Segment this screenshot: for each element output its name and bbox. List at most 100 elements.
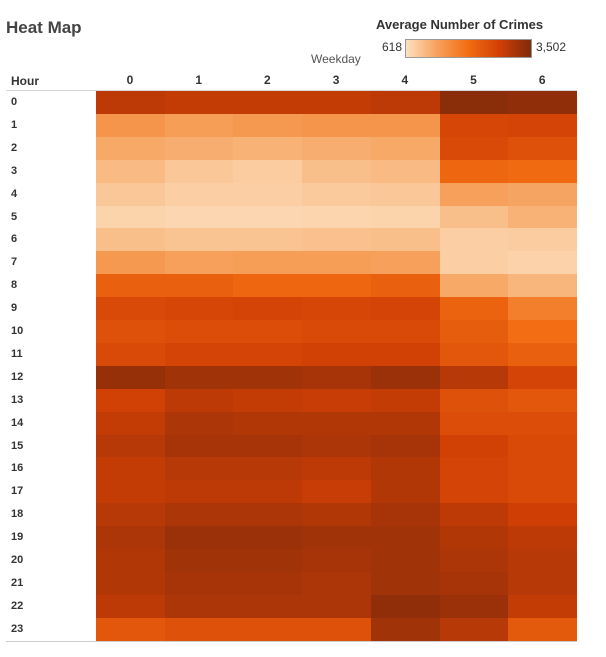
heatmap-cell[interactable] [302, 274, 372, 298]
heatmap-cell[interactable] [164, 297, 234, 321]
heatmap-cell[interactable] [370, 388, 441, 413]
heatmap-cell[interactable] [233, 274, 303, 298]
heatmap-cell[interactable] [96, 388, 166, 413]
heatmap-cell[interactable] [370, 342, 441, 367]
heatmap-cell[interactable] [96, 549, 166, 573]
heatmap-cell[interactable] [508, 457, 578, 481]
heatmap-cell[interactable] [370, 549, 441, 573]
heatmap-cell[interactable] [233, 549, 303, 573]
heatmap-cell[interactable] [233, 388, 303, 413]
heatmap-cell[interactable] [96, 503, 166, 527]
heatmap-cell[interactable] [439, 274, 509, 298]
heatmap-cell[interactable] [370, 571, 441, 596]
heatmap-cell[interactable] [439, 136, 509, 161]
heatmap-cell[interactable] [164, 91, 234, 115]
heatmap-cell[interactable] [96, 136, 166, 161]
heatmap-cell[interactable] [302, 91, 372, 115]
heatmap-cell[interactable] [508, 503, 578, 527]
heatmap-cell[interactable] [96, 411, 166, 436]
heatmap-cell[interactable] [302, 503, 372, 527]
heatmap-cell[interactable] [370, 503, 441, 527]
heatmap-cell[interactable] [439, 365, 509, 390]
heatmap-cell[interactable] [370, 594, 441, 619]
heatmap-cell[interactable] [302, 571, 372, 596]
heatmap-cell[interactable] [370, 136, 441, 161]
heatmap-cell[interactable] [96, 457, 166, 481]
heatmap-cell[interactable] [233, 571, 303, 596]
heatmap-cell[interactable] [439, 228, 509, 252]
heatmap-cell[interactable] [233, 480, 303, 504]
heatmap-cell[interactable] [233, 91, 303, 115]
heatmap-cell[interactable] [370, 182, 441, 207]
heatmap-cell[interactable] [96, 182, 166, 207]
heatmap-cell[interactable] [370, 297, 441, 321]
heatmap-cell[interactable] [96, 205, 166, 229]
heatmap-cell[interactable] [302, 480, 372, 504]
heatmap-cell[interactable] [164, 320, 234, 344]
heatmap-cell[interactable] [370, 274, 441, 298]
heatmap-cell[interactable] [508, 342, 578, 367]
heatmap-cell[interactable] [508, 549, 578, 573]
heatmap-cell[interactable] [164, 182, 234, 207]
heatmap-cell[interactable] [233, 228, 303, 252]
heatmap-cell[interactable] [233, 159, 303, 184]
heatmap-cell[interactable] [370, 91, 441, 115]
heatmap-cell[interactable] [508, 297, 578, 321]
heatmap-cell[interactable] [370, 457, 441, 481]
heatmap-cell[interactable] [233, 503, 303, 527]
heatmap-cell[interactable] [302, 228, 372, 252]
heatmap-cell[interactable] [302, 457, 372, 481]
heatmap-cell[interactable] [370, 320, 441, 344]
heatmap-cell[interactable] [439, 320, 509, 344]
heatmap-cell[interactable] [233, 205, 303, 229]
heatmap-cell[interactable] [164, 205, 234, 229]
heatmap-cell[interactable] [508, 480, 578, 504]
heatmap-cell[interactable] [439, 549, 509, 573]
heatmap-cell[interactable] [164, 571, 234, 596]
heatmap-cell[interactable] [508, 205, 578, 229]
heatmap-cell[interactable] [439, 434, 509, 458]
heatmap-cell[interactable] [439, 205, 509, 229]
heatmap-cell[interactable] [370, 113, 441, 138]
heatmap-cell[interactable] [164, 617, 234, 642]
heatmap-cell[interactable] [439, 571, 509, 596]
heatmap-cell[interactable] [96, 320, 166, 344]
heatmap-cell[interactable] [439, 411, 509, 436]
heatmap-cell[interactable] [164, 365, 234, 390]
heatmap-cell[interactable] [96, 228, 166, 252]
heatmap-cell[interactable] [233, 411, 303, 436]
heatmap-cell[interactable] [233, 251, 303, 275]
heatmap-cell[interactable] [233, 182, 303, 207]
heatmap-cell[interactable] [508, 251, 578, 275]
heatmap-cell[interactable] [233, 526, 303, 550]
heatmap-cell[interactable] [164, 457, 234, 481]
heatmap-cell[interactable] [233, 297, 303, 321]
heatmap-cell[interactable] [164, 159, 234, 184]
heatmap-cell[interactable] [96, 594, 166, 619]
heatmap-cell[interactable] [439, 457, 509, 481]
heatmap-cell[interactable] [302, 320, 372, 344]
heatmap-cell[interactable] [164, 549, 234, 573]
heatmap-cell[interactable] [233, 113, 303, 138]
heatmap-cell[interactable] [302, 251, 372, 275]
heatmap-cell[interactable] [164, 411, 234, 436]
heatmap-cell[interactable] [370, 480, 441, 504]
heatmap-cell[interactable] [508, 136, 578, 161]
heatmap-cell[interactable] [370, 434, 441, 458]
heatmap-cell[interactable] [164, 342, 234, 367]
heatmap-cell[interactable] [370, 251, 441, 275]
heatmap-cell[interactable] [302, 205, 372, 229]
heatmap-cell[interactable] [96, 251, 166, 275]
heatmap-cell[interactable] [164, 503, 234, 527]
heatmap-cell[interactable] [508, 526, 578, 550]
heatmap-cell[interactable] [508, 617, 578, 642]
heatmap-cell[interactable] [233, 434, 303, 458]
heatmap-cell[interactable] [370, 526, 441, 550]
heatmap-cell[interactable] [96, 159, 166, 184]
heatmap-cell[interactable] [508, 365, 578, 390]
heatmap-cell[interactable] [508, 411, 578, 436]
heatmap-cell[interactable] [370, 411, 441, 436]
heatmap-cell[interactable] [164, 594, 234, 619]
heatmap-cell[interactable] [439, 251, 509, 275]
heatmap-cell[interactable] [96, 297, 166, 321]
